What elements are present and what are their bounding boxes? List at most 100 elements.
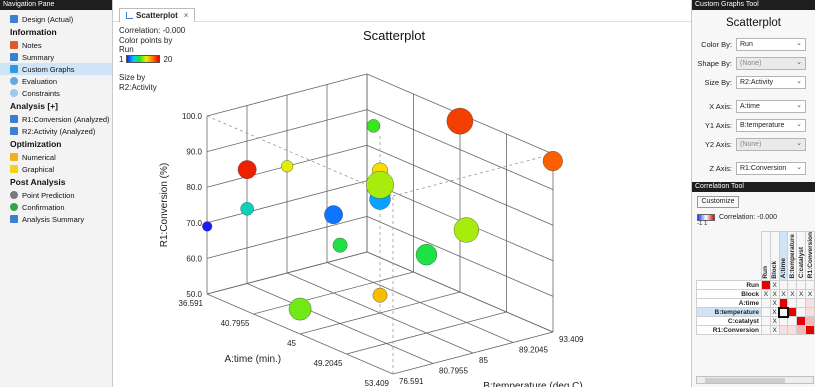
check-icon: [10, 203, 18, 211]
y1-axis-select[interactable]: B:temperature ⌄: [736, 119, 806, 132]
matrix-col-header[interactable]: B:temperature: [787, 230, 798, 282]
matrix-cell-selected[interactable]: [778, 306, 789, 318]
matrix-col-header[interactable]: Run: [760, 230, 771, 282]
matrix-cell[interactable]: X: [769, 316, 780, 327]
size-by-select[interactable]: R2:Activity ⌄: [736, 76, 806, 89]
data-point[interactable]: [202, 221, 213, 232]
matrix-cell[interactable]: [805, 325, 815, 336]
chevron-down-icon: ⌄: [796, 102, 802, 109]
data-point[interactable]: [237, 160, 257, 179]
scatter-3d-plot[interactable]: 50.0 60.0 70.0 80.0 90.0 100.0 36.591 40.7955 45…: [113, 22, 691, 387]
matrix-cell[interactable]: [796, 298, 807, 309]
nav-section-post-analysis: Post Analysis: [10, 177, 66, 187]
data-point[interactable]: [332, 237, 348, 253]
chevron-down-icon: ⌄: [796, 164, 802, 171]
row-label[interactable]: Run: [696, 280, 762, 291]
data-point[interactable]: [453, 217, 480, 243]
matrix-cell[interactable]: [760, 307, 771, 318]
matrix-col-header[interactable]: R1:Conversion: [805, 230, 815, 282]
matrix-cell[interactable]: [787, 316, 798, 327]
matrix-cell[interactable]: [760, 325, 771, 336]
scrollbar-thumb[interactable]: [705, 378, 785, 383]
matrix-cell[interactable]: [796, 325, 807, 336]
matrix-cell[interactable]: [760, 280, 771, 291]
nav-item-notes[interactable]: Notes: [0, 39, 112, 51]
matrix-cell[interactable]: [787, 298, 798, 309]
row-label[interactable]: A:time: [696, 298, 762, 309]
data-point[interactable]: [280, 160, 294, 173]
nav-item-r1-conversion[interactable]: R1:Conversion (Analyzed): [0, 113, 112, 125]
row-label[interactable]: C:catalyst: [696, 316, 762, 327]
graphical-icon: [10, 165, 18, 173]
matrix-cell[interactable]: [787, 280, 798, 291]
nav-item-label: Analysis Summary: [22, 214, 85, 224]
y2-axis-select: (None) ⌄: [736, 138, 806, 151]
matrix-cell[interactable]: [805, 316, 815, 327]
customize-button[interactable]: Customize: [697, 196, 739, 208]
nav-item-custom-graphs[interactable]: Custom Graphs: [0, 63, 112, 75]
matrix-cell[interactable]: X: [769, 289, 780, 300]
tab-scatterplot[interactable]: Scatterplot ×: [119, 8, 196, 22]
z-axis-select[interactable]: R1:Conversion ⌄: [736, 162, 806, 175]
nav-item-numerical[interactable]: Numerical: [0, 151, 112, 163]
nav-item-point-prediction[interactable]: Point Prediction: [0, 189, 112, 201]
matrix-cell[interactable]: X: [787, 289, 798, 300]
data-point[interactable]: [415, 244, 438, 266]
matrix-cell[interactable]: [805, 307, 815, 318]
matrix-cell[interactable]: X: [769, 325, 780, 336]
close-icon[interactable]: ×: [183, 11, 189, 20]
matrix-horizontal-scrollbar[interactable]: [696, 376, 814, 384]
row-label[interactable]: R1:Conversion: [696, 325, 762, 336]
matrix-cell[interactable]: [796, 316, 807, 327]
data-point[interactable]: [324, 205, 343, 225]
matrix-cell[interactable]: [760, 298, 771, 309]
matrix-cell[interactable]: [796, 307, 807, 318]
matrix-cell[interactable]: [805, 298, 815, 309]
nav-item-label: R2:Activity (Analyzed): [22, 126, 96, 136]
correlation-matrix[interactable]: Run Block A:time B:temperature C:catalys…: [696, 230, 815, 336]
size-by-value: R2:Activity: [119, 82, 157, 92]
matrix-cell[interactable]: [787, 307, 798, 318]
row-label[interactable]: Block: [696, 289, 762, 300]
y-tick-label: 85: [479, 356, 488, 365]
data-point[interactable]: [366, 170, 394, 199]
matrix-col-header[interactable]: Block: [769, 230, 780, 282]
matrix-cell[interactable]: [787, 325, 798, 336]
nav-item-graphical[interactable]: Graphical: [0, 163, 112, 175]
matrix-cell[interactable]: [778, 316, 789, 327]
col-label: A:time: [780, 258, 788, 279]
data-point[interactable]: [288, 297, 312, 321]
matrix-cell[interactable]: X: [760, 289, 771, 300]
matrix-cell[interactable]: X: [769, 280, 780, 291]
nav-item-confirmation[interactable]: Confirmation: [0, 201, 112, 213]
row-label[interactable]: B:temperature: [696, 307, 762, 318]
plot-area: Correlation: -0.000 Color points by Run …: [113, 22, 691, 387]
matrix-cell[interactable]: X: [805, 289, 815, 300]
nav-item-design[interactable]: Design (Actual): [0, 13, 112, 25]
nav-item-r2-activity[interactable]: R2:Activity (Analyzed): [0, 125, 112, 137]
nav-item-constraints[interactable]: Constraints: [0, 87, 112, 99]
matrix-cell[interactable]: [778, 280, 789, 291]
matrix-cell[interactable]: [778, 325, 789, 336]
matrix-col-header[interactable]: C:catalyst: [796, 230, 807, 282]
matrix-cell[interactable]: X: [769, 298, 780, 309]
nav-item-analysis-summary[interactable]: Analysis Summary: [0, 213, 112, 225]
data-point[interactable]: [366, 119, 381, 133]
matrix-cell[interactable]: X: [769, 307, 780, 318]
x-axis-select[interactable]: A:time ⌄: [736, 100, 806, 113]
data-point[interactable]: [240, 202, 254, 216]
data-point[interactable]: [372, 287, 388, 303]
matrix-cell[interactable]: [778, 298, 789, 309]
matrix-col-header[interactable]: A:time: [778, 230, 789, 282]
data-point[interactable]: [446, 107, 474, 135]
nav-item-evaluation[interactable]: Evaluation: [0, 75, 112, 87]
nav-item-summary[interactable]: Summary: [0, 51, 112, 63]
matrix-cell[interactable]: [805, 280, 815, 291]
matrix-cell[interactable]: [760, 316, 771, 327]
nav-section-analysis[interactable]: Analysis [+]: [10, 101, 58, 111]
matrix-cell[interactable]: [796, 280, 807, 291]
color-by-select[interactable]: Run ⌄: [736, 38, 806, 51]
data-point[interactable]: [542, 151, 563, 172]
matrix-cell[interactable]: X: [778, 289, 789, 300]
matrix-cell[interactable]: X: [796, 289, 807, 300]
